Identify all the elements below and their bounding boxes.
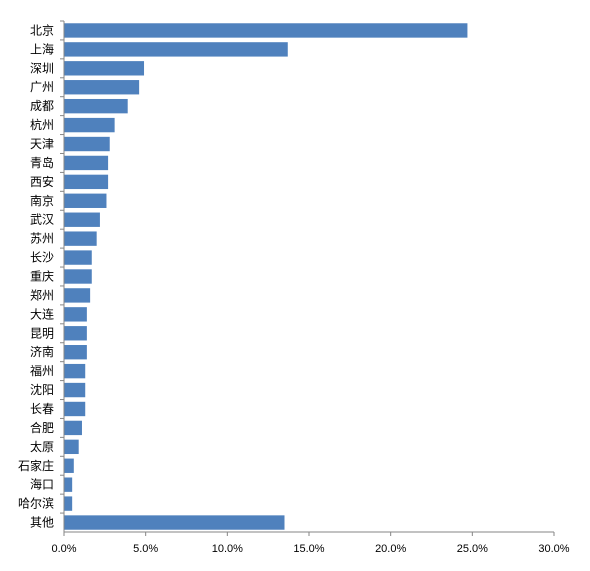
bar-4 (64, 98, 128, 114)
bar-7 (64, 155, 109, 171)
axes (60, 20, 555, 536)
bar-23 (64, 458, 74, 473)
category-label: 福州 (30, 363, 54, 378)
bar-8 (64, 174, 109, 190)
category-label: 哈尔滨 (18, 496, 54, 511)
bar-2 (64, 61, 145, 76)
x-tick-label: 30.0% (538, 543, 569, 555)
x-tick-label: 25.0% (457, 543, 488, 555)
bar-9 (64, 193, 107, 208)
category-label: 天津 (30, 137, 54, 151)
bar-0 (64, 23, 468, 38)
category-label: 重庆 (30, 270, 54, 284)
bar-19 (64, 382, 86, 398)
bar-10 (64, 212, 100, 227)
x-tick-label: 5.0% (133, 543, 158, 555)
x-tick-label: 0.0% (51, 543, 76, 555)
category-label: 海口 (30, 477, 54, 492)
category-label: 杭州 (30, 117, 54, 132)
category-label: 北京 (30, 23, 54, 37)
category-label: 昆明 (30, 326, 54, 340)
bar-20 (64, 401, 86, 417)
bar-18 (64, 363, 86, 379)
bar-6 (64, 136, 110, 152)
x-tick-label: 10.0% (212, 543, 243, 555)
x-tick-label: 15.0% (293, 543, 324, 555)
category-label: 沈阳 (30, 382, 54, 397)
category-label: 武汉 (30, 213, 54, 227)
bar-1 (64, 42, 288, 57)
bar-12 (64, 250, 92, 265)
category-label: 长沙 (30, 251, 54, 265)
category-label: 苏州 (30, 232, 54, 246)
x-tick-labels: 0.0% 5.0% 10.0% 15.0% 20.0% 25.0% 30.0% (51, 543, 569, 555)
x-tick-label: 20.0% (375, 543, 406, 555)
category-label: 长春 (30, 402, 54, 416)
bar-3 (64, 80, 140, 95)
bar-5 (64, 117, 115, 133)
category-label: 合肥 (30, 420, 54, 435)
bar-13 (64, 269, 92, 284)
bar-11 (64, 231, 97, 246)
category-label: 太原 (30, 439, 54, 454)
category-label: 济南 (30, 344, 54, 359)
bar-26 (64, 515, 285, 530)
bar-14 (64, 288, 91, 303)
category-label: 广州 (30, 80, 54, 94)
bar-25 (64, 496, 73, 511)
category-label: 大连 (30, 306, 54, 321)
bar-22 (64, 439, 79, 455)
bar-21 (64, 420, 82, 436)
category-label: 西安 (30, 174, 54, 189)
category-label: 其他 (30, 516, 54, 530)
category-label: 青岛 (30, 155, 54, 170)
category-label: 深圳 (30, 61, 54, 75)
bar-15 (64, 307, 87, 322)
category-label: 成都 (30, 99, 54, 113)
category-label: 上海 (30, 41, 54, 56)
category-labels: 北京上海深圳广州成都杭州天津青岛西安南京武汉苏州长沙重庆郑州大连昆明济南福州沈阳… (18, 23, 54, 529)
bar-17 (64, 345, 87, 360)
category-label: 石家庄 (18, 458, 54, 473)
category-label: 郑州 (30, 287, 54, 302)
category-label: 南京 (30, 193, 54, 208)
bar-24 (64, 477, 73, 492)
bar-16 (64, 326, 87, 341)
bars-layer (64, 23, 468, 530)
